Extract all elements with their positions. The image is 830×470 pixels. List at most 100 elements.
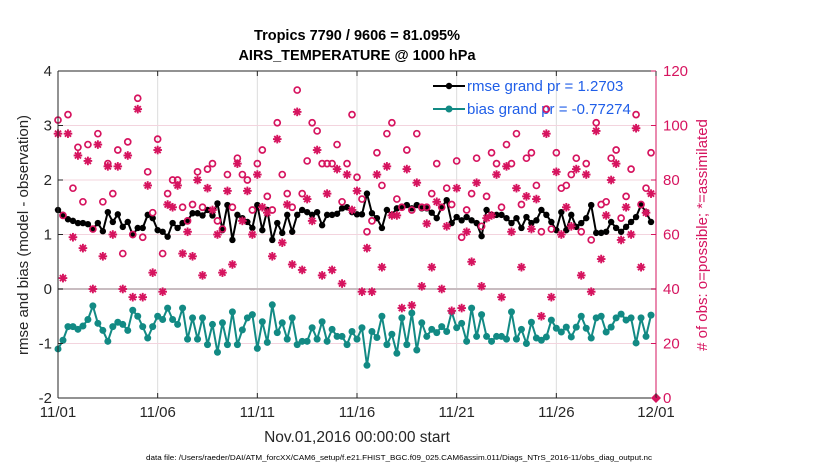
rmse-point xyxy=(274,219,281,227)
asterisk-stroke xyxy=(632,124,640,132)
asterisk-stroke xyxy=(64,129,72,138)
obs-possible-marker xyxy=(637,200,645,209)
obs-assimilated-marker xyxy=(267,252,277,261)
asterisk-stroke xyxy=(198,271,207,280)
obs-possible-marker xyxy=(532,181,541,190)
bias-point xyxy=(258,318,266,326)
bias-point xyxy=(179,304,187,312)
rmse-point xyxy=(612,224,620,232)
asterisk-stroke xyxy=(408,301,416,310)
obs-assimilated-marker xyxy=(562,202,571,212)
bias-point xyxy=(587,334,595,342)
obs-possible-marker xyxy=(183,217,192,225)
data-file-footnote: data file: /Users/raeder/DAI/ATM_forcXX/… xyxy=(146,453,652,462)
bias-point xyxy=(144,334,152,342)
obs-assimilated-marker xyxy=(477,281,486,291)
obs-possible-marker xyxy=(422,203,431,212)
obs-possible-marker xyxy=(143,167,152,176)
bias-point xyxy=(333,332,341,340)
obs-assimilated-marker xyxy=(467,257,476,267)
obs-assimilated-marker xyxy=(571,164,581,174)
rmse-point xyxy=(602,228,610,235)
asterisk-stroke xyxy=(283,200,291,209)
asterisk-stroke xyxy=(253,170,262,179)
obs-assimilated-marker xyxy=(312,145,322,155)
obs-possible-marker xyxy=(153,135,162,143)
asterisk-stroke xyxy=(642,208,650,217)
obs-possible-marker xyxy=(537,227,546,236)
asterisk-stroke xyxy=(168,203,177,211)
obs-assimilated-marker xyxy=(497,292,506,302)
obs-possible-marker xyxy=(527,148,536,157)
rmse-point xyxy=(289,228,296,235)
bias-point xyxy=(567,333,575,341)
asterisk-stroke xyxy=(153,146,162,154)
rmse-point xyxy=(523,213,530,221)
bias-point xyxy=(607,323,615,331)
obs-assimilated-marker xyxy=(287,260,297,269)
obs-assimilated-marker xyxy=(522,192,531,201)
asterisk-stroke xyxy=(193,176,202,184)
obs-assimilated-marker xyxy=(98,252,108,261)
bias-point xyxy=(512,335,520,343)
bias-point xyxy=(268,301,276,309)
rmse-point xyxy=(632,213,640,221)
rmse-point xyxy=(199,212,206,219)
obs-assimilated-marker xyxy=(557,230,566,239)
obs-possible-marker xyxy=(218,225,227,233)
obs-assimilated-marker xyxy=(492,170,501,179)
bias-point xyxy=(293,341,301,349)
obs-assimilated-marker xyxy=(372,170,382,179)
obs-assimilated-marker xyxy=(272,134,282,144)
bias-point xyxy=(189,314,197,322)
rmse-point xyxy=(558,208,565,216)
obs-possible-marker xyxy=(552,148,561,157)
asterisk-stroke xyxy=(94,140,102,149)
bias-point xyxy=(159,316,167,324)
asterisk-stroke xyxy=(328,266,336,274)
rmse-point xyxy=(313,208,321,216)
bias-point xyxy=(522,340,530,347)
obs-possible-marker xyxy=(512,129,521,138)
obs-possible-marker xyxy=(547,225,556,233)
rmse-point xyxy=(84,220,92,228)
obs-possible-marker xyxy=(647,148,655,157)
obs-assimilated-marker xyxy=(502,162,511,171)
bias-point xyxy=(338,332,346,340)
rmse-point xyxy=(279,229,286,237)
asterisk-stroke xyxy=(542,129,551,138)
asterisk-stroke xyxy=(148,268,157,277)
asterisk-stroke xyxy=(363,244,371,252)
obs-possible-marker xyxy=(318,159,326,168)
bias-point xyxy=(503,335,510,343)
rmse-point xyxy=(533,217,540,224)
obs-possible-marker xyxy=(368,217,376,225)
asterisk-stroke xyxy=(512,184,521,192)
obs-assimilated-marker xyxy=(631,123,641,133)
obs-possible-marker xyxy=(158,249,167,258)
asterisk-stroke xyxy=(622,203,630,211)
obs-possible-marker xyxy=(348,110,356,119)
bias-point xyxy=(278,319,286,327)
asterisk-stroke xyxy=(527,225,536,233)
asterisk-stroke xyxy=(163,200,172,209)
obs-possible-marker xyxy=(562,181,571,190)
x-tick-label: 11/21 xyxy=(438,404,474,421)
obs-assimilated-marker xyxy=(263,208,272,217)
bias-point xyxy=(149,323,157,331)
rmse-point xyxy=(358,211,366,218)
obs-assimilated-marker xyxy=(357,287,367,297)
bias-point xyxy=(323,337,331,345)
rmse-point xyxy=(303,208,311,216)
obs-possible-marker xyxy=(263,192,272,201)
obs-assimilated-marker xyxy=(143,181,152,190)
obs-assimilated-marker xyxy=(337,279,347,288)
obs-possible-marker xyxy=(602,197,611,206)
obs-possible-marker xyxy=(208,159,217,168)
bias-point xyxy=(343,341,351,349)
y-tick-label-right: 20 xyxy=(663,336,680,353)
asterisk-stroke xyxy=(492,170,501,179)
obs-possible-marker xyxy=(64,110,72,119)
asterisk-stroke xyxy=(577,271,585,280)
obs-possible-marker xyxy=(223,170,232,179)
